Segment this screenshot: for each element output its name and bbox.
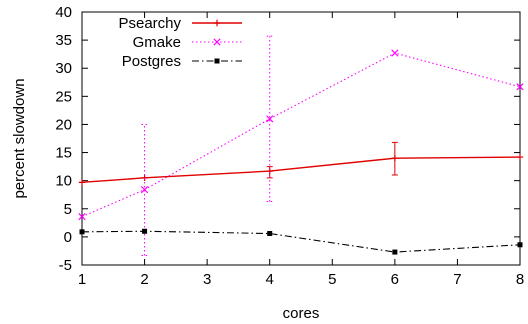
data-point xyxy=(391,154,399,162)
data-point xyxy=(516,153,524,161)
data-point xyxy=(267,231,273,237)
y-tick-label: 10 xyxy=(55,173,72,190)
data-point xyxy=(516,83,524,91)
y-tick-label: 25 xyxy=(55,88,72,105)
data-point xyxy=(517,242,523,248)
x-tick-label: 2 xyxy=(140,271,148,288)
y-tick-label: 5 xyxy=(64,201,72,218)
data-point xyxy=(391,49,399,57)
x-tick-label: 5 xyxy=(328,271,336,288)
plot-frame-group xyxy=(81,11,521,266)
x-tick-label: 6 xyxy=(391,271,399,288)
legend: Psearchy Gmake Postgres xyxy=(118,15,242,70)
legend-entry-marker xyxy=(213,19,221,27)
series-psearchy xyxy=(78,141,524,186)
y-tick-label: 15 xyxy=(55,145,72,162)
x-tick-label: 1 xyxy=(78,271,86,288)
legend-entry-marker xyxy=(214,58,220,64)
series-line-psearchy xyxy=(81,156,521,184)
series-group xyxy=(78,35,524,256)
x-tick-label: 4 xyxy=(266,271,274,288)
legend-entry-label: Gmake xyxy=(133,34,181,51)
data-point xyxy=(140,186,149,194)
data-point xyxy=(392,249,398,255)
y-tick-label: 20 xyxy=(55,116,72,133)
data-point xyxy=(141,174,148,182)
data-point xyxy=(78,179,86,186)
x-tick-label: 8 xyxy=(516,271,524,288)
legend-entry-label: Psearchy xyxy=(118,15,181,32)
y-tick-label: 40 xyxy=(55,4,72,21)
series-gmake xyxy=(78,35,524,256)
y-tick-label: 35 xyxy=(55,32,72,49)
error-bar xyxy=(266,35,273,202)
data-point xyxy=(142,228,148,234)
y-tick-label: 30 xyxy=(55,60,72,77)
series-line-gmake xyxy=(81,52,521,218)
data-point xyxy=(79,229,85,235)
y-axis-label: percent slowdown xyxy=(11,78,28,198)
x-tick-label: 3 xyxy=(203,271,211,288)
x-axis-label: cores xyxy=(283,305,320,322)
ticks-group: 1 2 3 4 5 6 7 8 -5 0 5 10 15 20 25 30 35 40 xyxy=(55,4,524,288)
y-tick-label: -5 xyxy=(59,257,72,274)
data-point xyxy=(78,213,86,221)
legend-entry-marker xyxy=(213,38,221,46)
plot-frame xyxy=(81,11,521,266)
x-tick-label: 7 xyxy=(453,271,461,288)
y-tick-label: 0 xyxy=(64,229,72,246)
legend-entry-label: Postgres xyxy=(122,53,181,70)
series-line-postgres xyxy=(81,230,521,253)
data-point xyxy=(266,115,274,123)
series-postgres xyxy=(79,228,523,255)
